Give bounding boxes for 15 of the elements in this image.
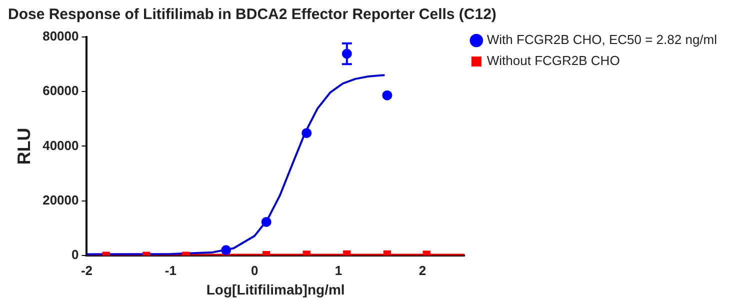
x-tick-label: -1 [164, 262, 176, 278]
x-tick-label: -2 [80, 262, 93, 278]
y-tick-label: 40000 [42, 138, 79, 153]
x-tick-label: 0 [250, 262, 258, 278]
y-tick-label: 60000 [42, 83, 79, 98]
y-tick-label: 0 [72, 247, 79, 262]
x-tick-label: 1 [334, 262, 342, 278]
y-tick-label: 80000 [42, 28, 79, 44]
y-tick-label: 20000 [42, 192, 79, 208]
x-tick-label: 2 [418, 262, 426, 278]
chart-title: Dose Response of Litifilimab in BDCA2 Effector Reporter Cells (C12) [8, 6, 496, 23]
x-axis-title: Log[Litifilimab]ng/ml [206, 281, 345, 298]
legend-label: Without FCGR2B CHO [486, 53, 620, 68]
y-axis-title: RLU [14, 128, 34, 165]
legend-label: With FCGR2B CHO, EC50 = 2.82 ng/ml [486, 32, 718, 48]
